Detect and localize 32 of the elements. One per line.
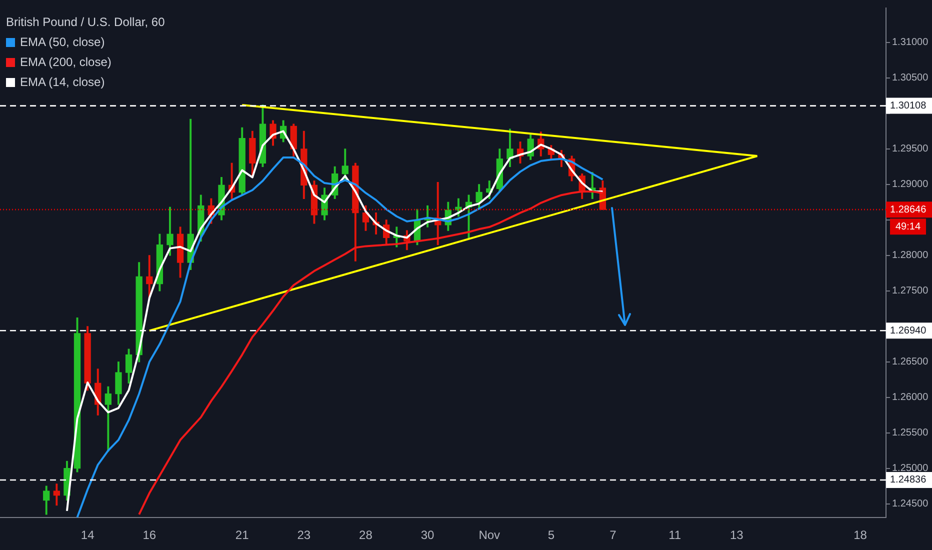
y-tick-label: 1.28000 [892, 250, 929, 262]
text: British Pound / U.S. Dollar, 60 [6, 14, 165, 31]
x-tick-label: 23 [297, 528, 311, 542]
x-tick-label: 7 [610, 528, 617, 542]
ref-line-label: 1.30108 [890, 100, 927, 112]
legend-label: EMA (50, close) [19, 34, 106, 51]
y-tick-label: 1.25000 [892, 463, 929, 474]
x-tick-label: 11 [668, 528, 682, 542]
y-tick-label: 1.26000 [892, 392, 929, 404]
x-tick-label: 5 [548, 528, 555, 542]
y-tick-label: 1.26500 [892, 356, 929, 368]
x-tick-label: 14 [80, 528, 95, 542]
legend-label: EMA (14, close) [19, 74, 106, 91]
x-tick-label: 28 [359, 528, 373, 542]
y-tick-label: 1.27500 [892, 286, 929, 297]
x-tick-label: 21 [235, 528, 250, 542]
y-tick-label: 1.29500 [892, 144, 929, 155]
y-tick-label: 1.30500 [892, 72, 929, 84]
x-tick-label: 30 [420, 528, 435, 542]
y-tick-label: 1.24500 [892, 498, 929, 510]
x-tick-label: Nov [478, 528, 500, 542]
legend-label: EMA (200, close) [19, 54, 112, 71]
x-tick-label: 18 [854, 528, 868, 542]
ref-line-label: 1.24836 [890, 474, 927, 486]
text: 49:14 [895, 221, 921, 232]
y-tick-label: 1.25500 [892, 428, 929, 439]
y-tick-label: 1.31000 [892, 37, 929, 48]
x-tick-label: 16 [142, 528, 156, 542]
y-tick-label: 1.29000 [892, 179, 929, 190]
ref-line-label: 1.26940 [890, 325, 927, 336]
ref-line-label: 1.28646 [890, 204, 927, 216]
x-tick-label: 13 [730, 528, 744, 542]
